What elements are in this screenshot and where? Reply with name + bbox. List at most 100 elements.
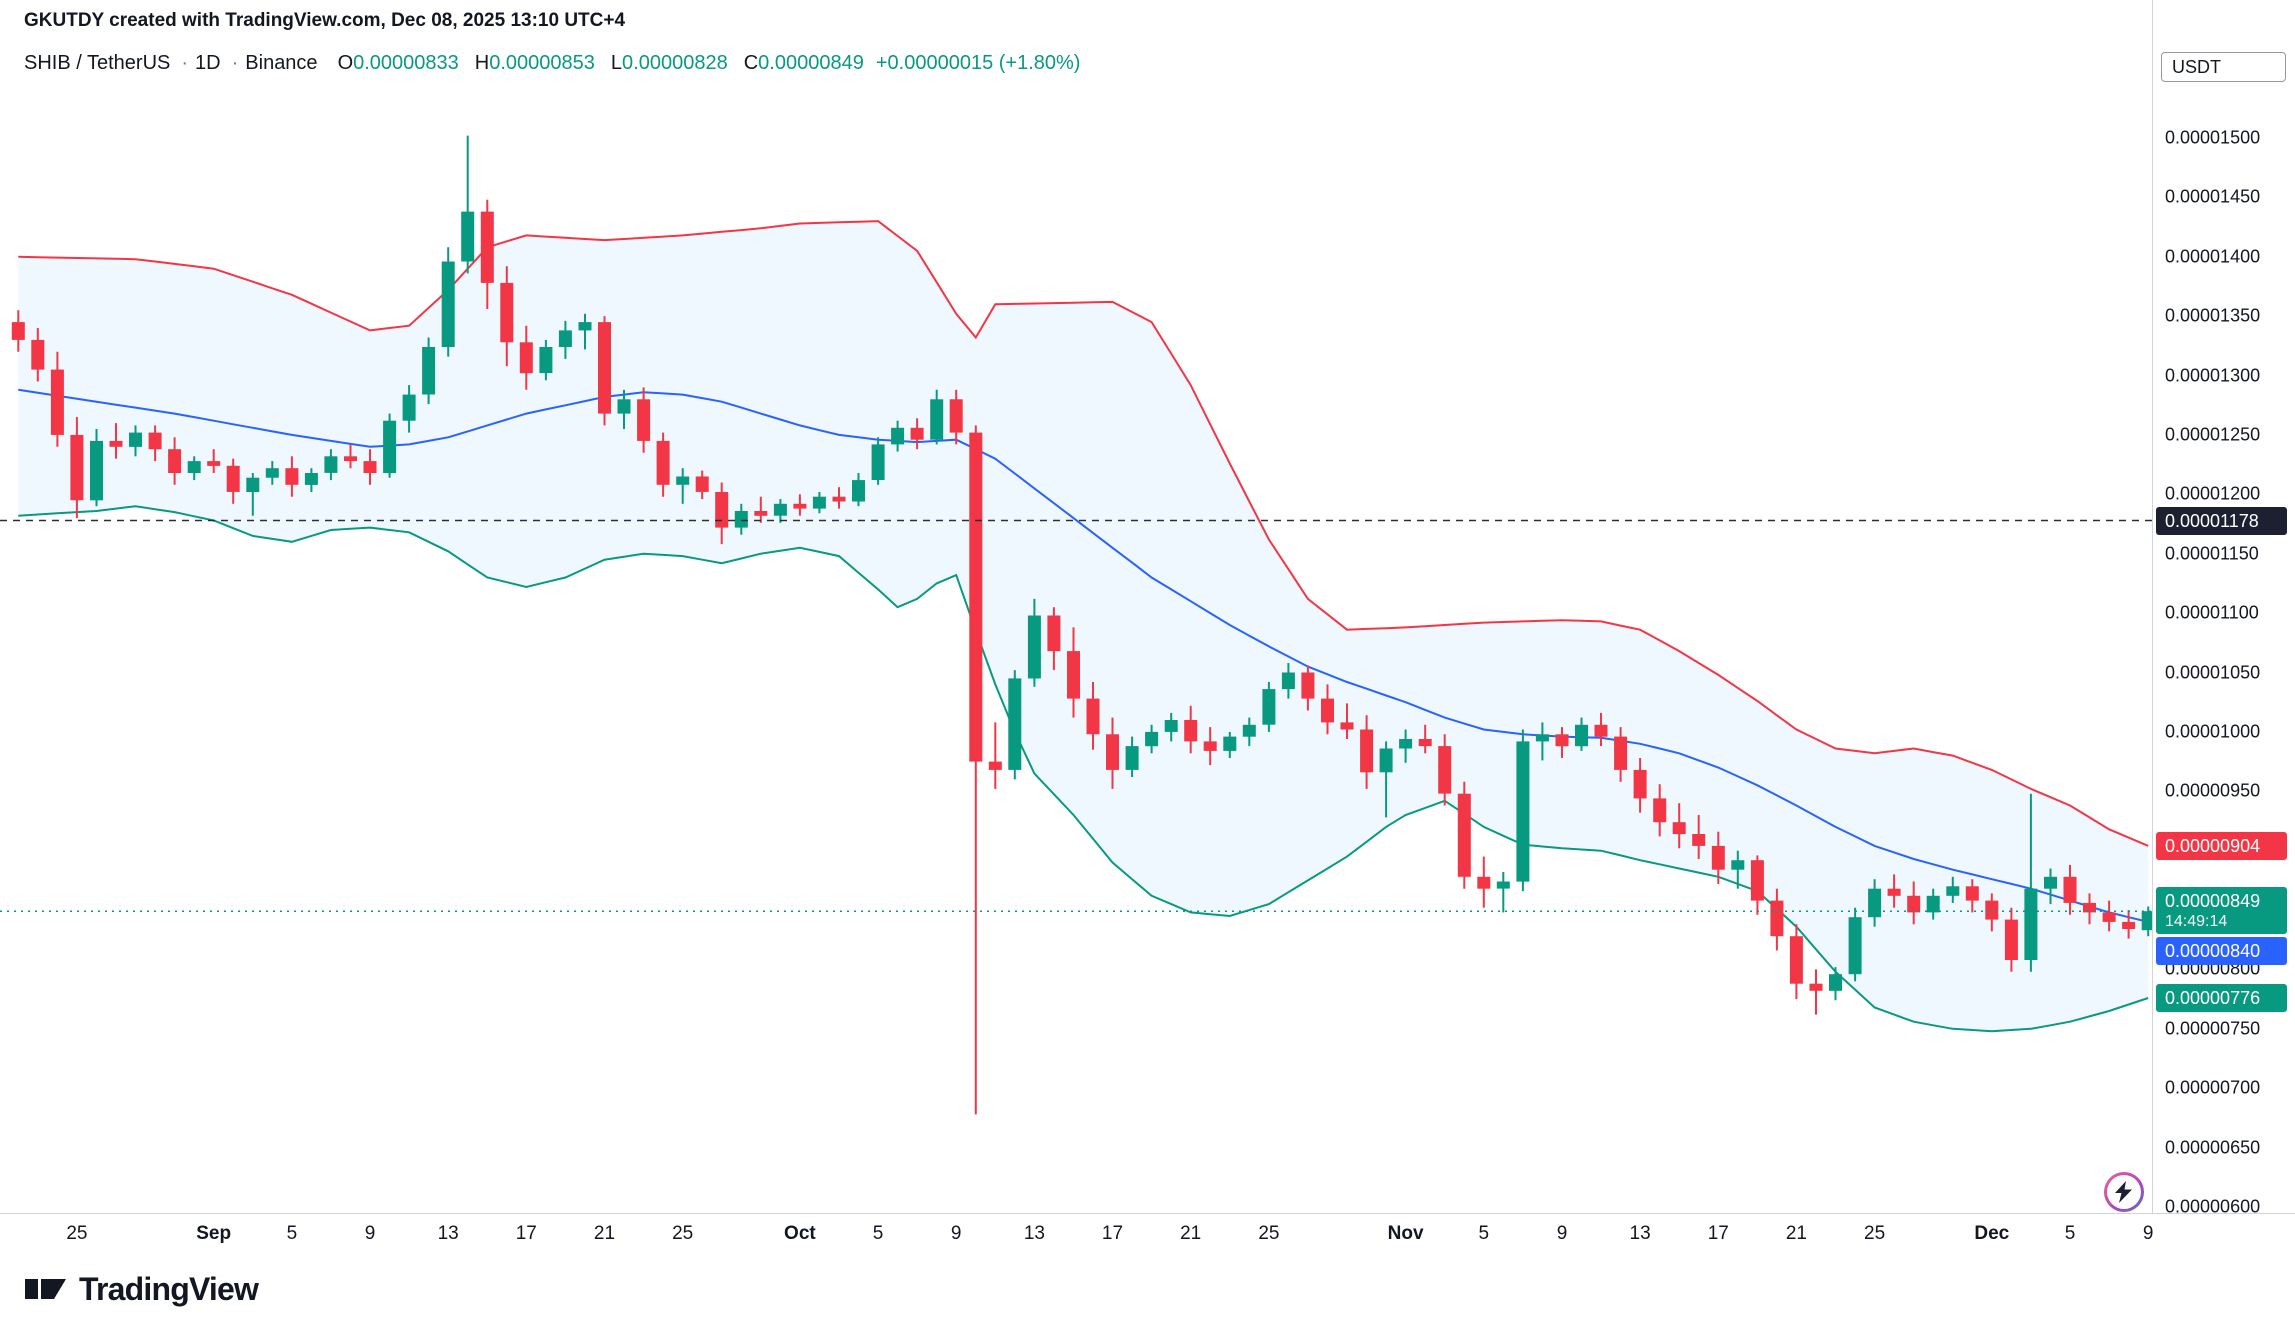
candle-body	[1399, 739, 1413, 749]
candle-body	[734, 511, 748, 528]
legend-separator: ·	[181, 52, 189, 74]
bollinger-fill	[18, 221, 2149, 1032]
price-change: +0.00000015 (+1.80%)	[875, 52, 1081, 74]
symbol-exchange: Binance	[245, 52, 318, 74]
lightning-button[interactable]	[2104, 1172, 2144, 1212]
candle-body	[363, 461, 377, 473]
candle-body	[1535, 734, 1549, 742]
candle-body	[969, 432, 983, 762]
price-axis[interactable]: 0.00000600 0.00000650 0.00000700 0.00000750…	[2152, 0, 2295, 1217]
candle-body	[1633, 769, 1647, 799]
candle-body	[910, 427, 924, 440]
candle-body	[891, 427, 905, 445]
candle-body	[187, 461, 201, 473]
price-tick-label: 0.00000650	[2165, 1137, 2261, 1158]
candle-body	[324, 456, 338, 473]
candle-body	[930, 399, 944, 440]
candles	[11, 135, 2155, 1115]
time-tick-label: 5	[872, 1223, 884, 1244]
candle-body	[1438, 746, 1452, 794]
candle-body	[1789, 936, 1803, 984]
candle-body	[402, 394, 416, 421]
candle-body	[988, 761, 1002, 770]
time-tick-label: 17	[1707, 1223, 1729, 1244]
candle-body	[1184, 720, 1198, 742]
candle-body	[1672, 822, 1686, 835]
ohlc-open: O0.00000833	[337, 52, 459, 74]
candle-body	[1496, 881, 1510, 889]
candle-body	[1614, 736, 1628, 770]
symbol-name[interactable]: SHIB / TetherUS	[24, 52, 171, 74]
ohlc-close: C0.00000849	[743, 52, 864, 74]
time-tick-label: 25	[1258, 1223, 1280, 1244]
candle-body	[129, 432, 142, 447]
candle-body	[832, 496, 846, 502]
candle-body	[265, 468, 279, 478]
candle-body	[1477, 876, 1491, 889]
candle-body	[226, 465, 240, 492]
candle-body	[1750, 860, 1764, 901]
candle-body	[1946, 886, 1960, 896]
candle-body	[656, 440, 670, 485]
candle-body	[695, 476, 709, 492]
candle-body	[539, 347, 553, 374]
candle-body	[637, 399, 651, 441]
candle-body	[578, 322, 592, 331]
tradingview-logo[interactable]: TradingView	[24, 1270, 259, 1308]
candle-body	[558, 330, 572, 347]
time-tick-label: 13	[1023, 1223, 1045, 1244]
price-tick-label: 0.00001150	[2165, 543, 2259, 564]
legend-separator: ·	[231, 52, 239, 74]
candle-body	[793, 503, 807, 509]
bollinger-lower-line	[18, 505, 2149, 1033]
symbol-legend: SHIB / TetherUS · 1D · Binance O0.000008…	[24, 52, 1080, 75]
candle-body	[1711, 845, 1725, 870]
candle-body	[1653, 798, 1667, 823]
candle-body	[1692, 834, 1706, 846]
price-tick-label: 0.00001000	[2165, 721, 2261, 742]
price-tick-label: 0.00001300	[2165, 365, 2261, 386]
lower-band-price-badge: 0.00000776	[2156, 984, 2287, 1012]
candle-body	[1965, 886, 1979, 901]
time-tick-label: 25	[1864, 1223, 1886, 1244]
bollinger-middle-line	[18, 388, 2149, 923]
candle-body	[1887, 888, 1901, 896]
time-tick-label: 9	[2142, 1223, 2154, 1244]
candle-body	[1360, 729, 1374, 773]
lightning-icon	[2115, 1181, 2132, 1203]
candle-body	[1868, 888, 1882, 918]
candle-body	[344, 456, 357, 462]
candle-body	[852, 480, 865, 502]
price-tick-label: 0.00001350	[2165, 305, 2261, 326]
tradingview-wordmark: TradingView	[79, 1270, 259, 1307]
time-tick-label: 5	[1478, 1223, 1490, 1244]
candle-body	[2141, 911, 2155, 931]
upper-band-price-badge: 0.00000904	[2156, 831, 2287, 860]
currency-unit-toggle[interactable]: USDT	[2161, 52, 2286, 82]
candle-body	[1809, 983, 1823, 991]
time-tick-label: 25	[672, 1223, 694, 1244]
candle-body	[2102, 912, 2116, 922]
time-tick-month-label: Sep	[196, 1223, 232, 1244]
bar-countdown: 14:49:14	[2165, 913, 2228, 931]
time-axis[interactable]: 25 Sep 5 9 13 17 21 25 Oct 5 9 13 17 21 25 Nov 5 9 13 17 21 2…	[0, 1213, 2295, 1258]
candle-body	[1008, 678, 1022, 770]
time-tick-label: 9	[950, 1223, 962, 1244]
candle-body	[1145, 731, 1159, 747]
candle-body	[207, 461, 221, 466]
candle-body	[1281, 672, 1295, 690]
symbol-interval[interactable]: 1D	[195, 52, 221, 74]
time-tick-label: 5	[286, 1223, 298, 1244]
ohlc-low: L0.00000828	[610, 52, 728, 74]
tradingview-logo-icon	[25, 1279, 66, 1299]
last-price-badge: 0.00000849 14:49:14	[2156, 887, 2287, 935]
candle-body	[1457, 793, 1471, 877]
candle-body	[246, 477, 260, 492]
time-tick-label: 13	[437, 1223, 459, 1244]
candle-body	[148, 432, 162, 450]
candle-body	[11, 322, 25, 340]
candle-body	[1262, 689, 1276, 725]
candle-body	[1301, 672, 1315, 699]
